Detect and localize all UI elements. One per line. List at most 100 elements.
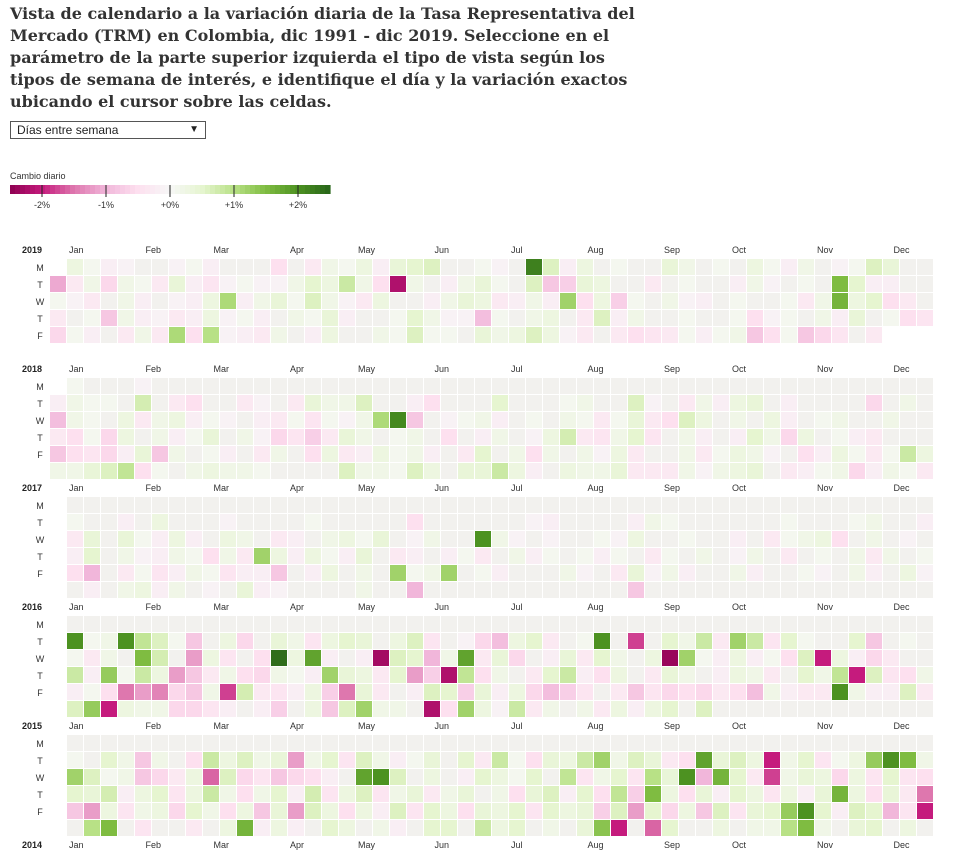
day-cell[interactable] xyxy=(730,327,746,343)
day-cell[interactable] xyxy=(917,276,933,292)
day-cell[interactable] xyxy=(220,786,236,802)
day-cell[interactable] xyxy=(271,548,287,564)
day-cell[interactable] xyxy=(458,310,474,326)
day-cell[interactable] xyxy=(101,514,117,530)
day-cell[interactable] xyxy=(135,684,151,700)
day-cell[interactable] xyxy=(679,565,695,581)
day-cell[interactable] xyxy=(781,327,797,343)
day-cell[interactable] xyxy=(611,497,627,513)
day-cell[interactable] xyxy=(832,327,848,343)
day-cell[interactable] xyxy=(713,446,729,462)
day-cell[interactable] xyxy=(866,820,882,836)
day-cell[interactable] xyxy=(67,769,83,785)
day-cell[interactable] xyxy=(305,259,321,275)
day-cell[interactable] xyxy=(254,701,270,717)
day-cell[interactable] xyxy=(237,633,253,649)
day-cell[interactable] xyxy=(628,667,644,683)
day-cell[interactable] xyxy=(322,531,338,547)
day-cell[interactable] xyxy=(917,701,933,717)
day-cell[interactable] xyxy=(169,276,185,292)
day-cell[interactable] xyxy=(441,803,457,819)
day-cell[interactable] xyxy=(407,701,423,717)
day-cell[interactable] xyxy=(356,378,372,394)
day-cell[interactable] xyxy=(152,616,168,632)
day-cell[interactable] xyxy=(509,412,525,428)
day-cell[interactable] xyxy=(662,803,678,819)
day-cell[interactable] xyxy=(679,310,695,326)
day-cell[interactable] xyxy=(288,582,304,598)
day-cell[interactable] xyxy=(254,514,270,530)
day-cell[interactable] xyxy=(475,633,491,649)
day-cell[interactable] xyxy=(526,259,542,275)
day-cell[interactable] xyxy=(781,650,797,666)
day-cell[interactable] xyxy=(373,582,389,598)
day-cell[interactable] xyxy=(118,684,134,700)
day-cell[interactable] xyxy=(356,259,372,275)
day-cell[interactable] xyxy=(101,463,117,479)
day-cell[interactable] xyxy=(492,803,508,819)
day-cell[interactable] xyxy=(883,582,899,598)
day-cell[interactable] xyxy=(67,667,83,683)
day-cell[interactable] xyxy=(900,463,916,479)
day-cell[interactable] xyxy=(662,446,678,462)
day-cell[interactable] xyxy=(254,327,270,343)
day-cell[interactable] xyxy=(747,769,763,785)
day-cell[interactable] xyxy=(101,293,117,309)
day-cell[interactable] xyxy=(832,463,848,479)
day-cell[interactable] xyxy=(390,769,406,785)
day-cell[interactable] xyxy=(900,412,916,428)
day-cell[interactable] xyxy=(645,565,661,581)
day-cell[interactable] xyxy=(322,463,338,479)
day-cell[interactable] xyxy=(288,514,304,530)
day-cell[interactable] xyxy=(203,259,219,275)
day-cell[interactable] xyxy=(135,633,151,649)
day-cell[interactable] xyxy=(118,650,134,666)
day-cell[interactable] xyxy=(288,310,304,326)
day-cell[interactable] xyxy=(900,293,916,309)
day-cell[interactable] xyxy=(220,701,236,717)
day-cell[interactable] xyxy=(118,531,134,547)
day-cell[interactable] xyxy=(730,463,746,479)
day-cell[interactable] xyxy=(322,684,338,700)
day-cell[interactable] xyxy=(101,395,117,411)
day-cell[interactable] xyxy=(747,463,763,479)
day-cell[interactable] xyxy=(883,310,899,326)
day-cell[interactable] xyxy=(135,395,151,411)
day-cell[interactable] xyxy=(101,259,117,275)
day-cell[interactable] xyxy=(832,429,848,445)
day-cell[interactable] xyxy=(424,514,440,530)
day-cell[interactable] xyxy=(628,752,644,768)
day-cell[interactable] xyxy=(543,701,559,717)
day-cell[interactable] xyxy=(84,701,100,717)
day-cell[interactable] xyxy=(305,327,321,343)
day-cell[interactable] xyxy=(577,565,593,581)
day-cell[interactable] xyxy=(577,378,593,394)
day-cell[interactable] xyxy=(509,803,525,819)
day-cell[interactable] xyxy=(390,616,406,632)
day-cell[interactable] xyxy=(883,514,899,530)
day-cell[interactable] xyxy=(747,650,763,666)
day-cell[interactable] xyxy=(492,327,508,343)
day-cell[interactable] xyxy=(747,395,763,411)
day-cell[interactable] xyxy=(84,293,100,309)
day-cell[interactable] xyxy=(730,497,746,513)
day-cell[interactable] xyxy=(526,429,542,445)
day-cell[interactable] xyxy=(594,803,610,819)
day-cell[interactable] xyxy=(730,684,746,700)
day-cell[interactable] xyxy=(339,820,355,836)
day-cell[interactable] xyxy=(917,616,933,632)
day-cell[interactable] xyxy=(594,633,610,649)
day-cell[interactable] xyxy=(526,293,542,309)
day-cell[interactable] xyxy=(526,446,542,462)
day-cell[interactable] xyxy=(424,378,440,394)
day-cell[interactable] xyxy=(118,412,134,428)
day-cell[interactable] xyxy=(696,310,712,326)
day-cell[interactable] xyxy=(781,633,797,649)
day-cell[interactable] xyxy=(322,820,338,836)
day-cell[interactable] xyxy=(577,769,593,785)
day-cell[interactable] xyxy=(764,259,780,275)
day-cell[interactable] xyxy=(458,616,474,632)
day-cell[interactable] xyxy=(883,650,899,666)
day-cell[interactable] xyxy=(645,378,661,394)
day-cell[interactable] xyxy=(798,378,814,394)
